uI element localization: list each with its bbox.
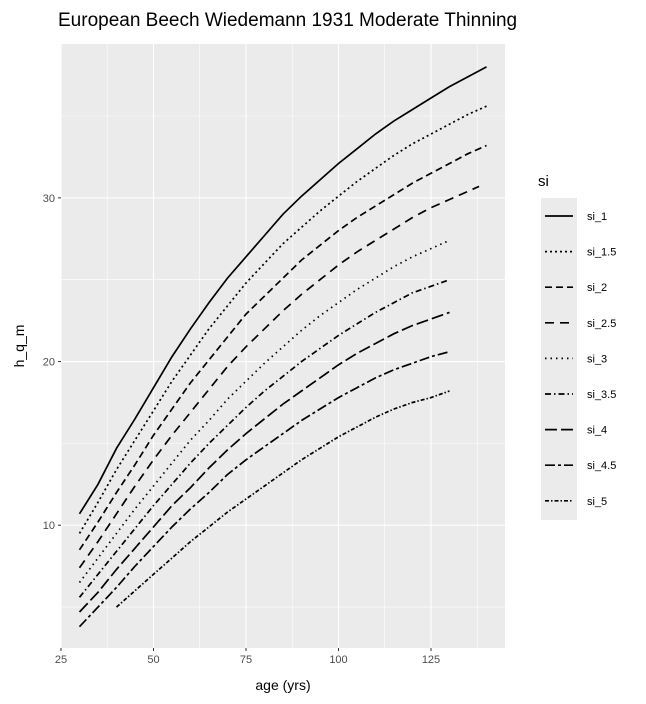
legend-label-si_1.5: si_1.5 bbox=[587, 247, 616, 259]
series-line-si_5 bbox=[115, 390, 450, 608]
series-line-si_1.5 bbox=[78, 105, 487, 534]
y-tick-label: 20 bbox=[43, 357, 55, 369]
y-axis-ticks: 10 20 30 bbox=[43, 193, 61, 532]
x-tick-label: 50 bbox=[147, 654, 159, 666]
series-line-si_1 bbox=[78, 66, 487, 515]
legend-label-si_3.5: si_3.5 bbox=[587, 389, 616, 401]
x-tick-label: 25 bbox=[55, 654, 67, 666]
x-axis-label: age (yrs) bbox=[255, 677, 310, 693]
x-tick-label: 75 bbox=[240, 654, 252, 666]
chart-title: European Beech Wiedemann 1931 Moderate T… bbox=[58, 10, 517, 31]
legend-label-si_4.5: si_4.5 bbox=[587, 460, 616, 472]
legend-label-si_5: si_5 bbox=[587, 496, 607, 508]
legend-label-si_4: si_4 bbox=[587, 425, 607, 437]
y-tick-label: 10 bbox=[43, 520, 55, 532]
legend-label-si_1: si_1 bbox=[587, 211, 607, 223]
series-line-si_4.5 bbox=[78, 350, 450, 628]
legend-label-si_2.5: si_2.5 bbox=[587, 318, 616, 330]
series-line-si_2.5 bbox=[78, 185, 480, 569]
x-axis-ticks: 25 50 75 100 125 bbox=[55, 648, 440, 666]
y-tick-label: 30 bbox=[43, 193, 55, 205]
series-line-si_3.5 bbox=[78, 278, 450, 598]
grid-lines bbox=[60, 44, 505, 648]
series-line-si_4 bbox=[78, 311, 450, 613]
series-line-si_2 bbox=[78, 144, 487, 551]
y-axis-label: h_q_m bbox=[11, 325, 27, 368]
series-line-si_3 bbox=[78, 239, 450, 584]
series-lines bbox=[78, 66, 487, 628]
legend-label-si_2: si_2 bbox=[587, 282, 607, 294]
legend-title: si bbox=[538, 173, 549, 190]
legend: si si_1 si_1.5 si_2 si_2.5 si_3 si_3.5 si_4 si_… bbox=[538, 173, 616, 520]
x-tick-label: 100 bbox=[329, 654, 347, 666]
legend-label-si_3: si_3 bbox=[587, 353, 607, 365]
x-tick-label: 125 bbox=[422, 654, 440, 666]
